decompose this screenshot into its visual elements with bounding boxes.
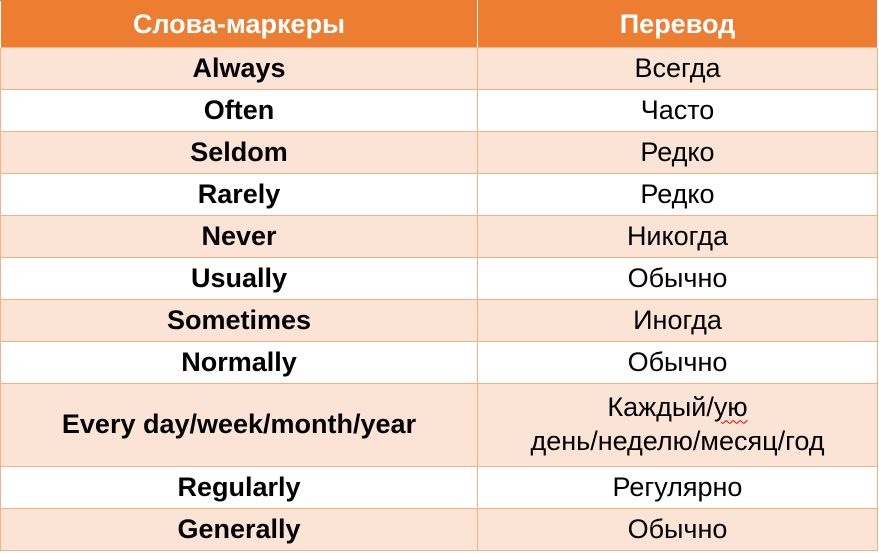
term-cell: Sometimes bbox=[0, 299, 478, 342]
translation-cell: Каждый/ую день/неделю/месяц/год bbox=[477, 383, 878, 467]
table-row: Normally Обычно bbox=[0, 341, 878, 384]
table-row: Usually Обычно bbox=[0, 257, 878, 300]
translation-cell: Обычно bbox=[477, 508, 878, 551]
translation-cell: Редко bbox=[477, 173, 878, 216]
table-row: Often Часто bbox=[0, 89, 878, 132]
term-cell: Generally bbox=[0, 508, 478, 551]
term-cell: Every day/week/month/year bbox=[0, 383, 478, 467]
translation-cell: Обычно bbox=[477, 257, 878, 300]
table-row: Never Никогда bbox=[0, 215, 878, 258]
spellcheck-marked-text: ую bbox=[713, 392, 748, 423]
translation-cell: Редко bbox=[477, 131, 878, 174]
term-cell: Regularly bbox=[0, 466, 478, 509]
translation-line-1-prefix: Каждый/ bbox=[607, 392, 714, 423]
translation-cell: Часто bbox=[477, 89, 878, 132]
translation-cell: Обычно bbox=[477, 341, 878, 384]
translation-line-2: день/неделю/месяц/год bbox=[530, 426, 825, 456]
table-row: Always Всегда bbox=[0, 47, 878, 90]
term-cell: Never bbox=[0, 215, 478, 258]
table-row: Seldom Редко bbox=[0, 131, 878, 174]
header-marker-words: Слова-маркеры bbox=[0, 0, 478, 48]
term-cell: Normally bbox=[0, 341, 478, 384]
term-cell: Always bbox=[0, 47, 478, 90]
table-row: Every day/week/month/year Каждый/ую день… bbox=[0, 383, 878, 467]
table-row: Generally Обычно bbox=[0, 508, 878, 551]
table-row: Sometimes Иногда bbox=[0, 299, 878, 342]
translation-cell: Всегда bbox=[477, 47, 878, 90]
translation-cell: Регулярно bbox=[477, 466, 878, 509]
term-cell: Often bbox=[0, 89, 478, 132]
translation-cell: Никогда bbox=[477, 215, 878, 258]
term-cell: Usually bbox=[0, 257, 478, 300]
table-row: Rarely Редко bbox=[0, 173, 878, 216]
table-header-row: Слова-маркеры Перевод bbox=[0, 0, 878, 48]
header-translation: Перевод bbox=[477, 0, 878, 48]
translation-cell: Иногда bbox=[477, 299, 878, 342]
table-row: Regularly Регулярно bbox=[0, 466, 878, 509]
term-cell: Seldom bbox=[0, 131, 478, 174]
term-cell: Rarely bbox=[0, 173, 478, 216]
